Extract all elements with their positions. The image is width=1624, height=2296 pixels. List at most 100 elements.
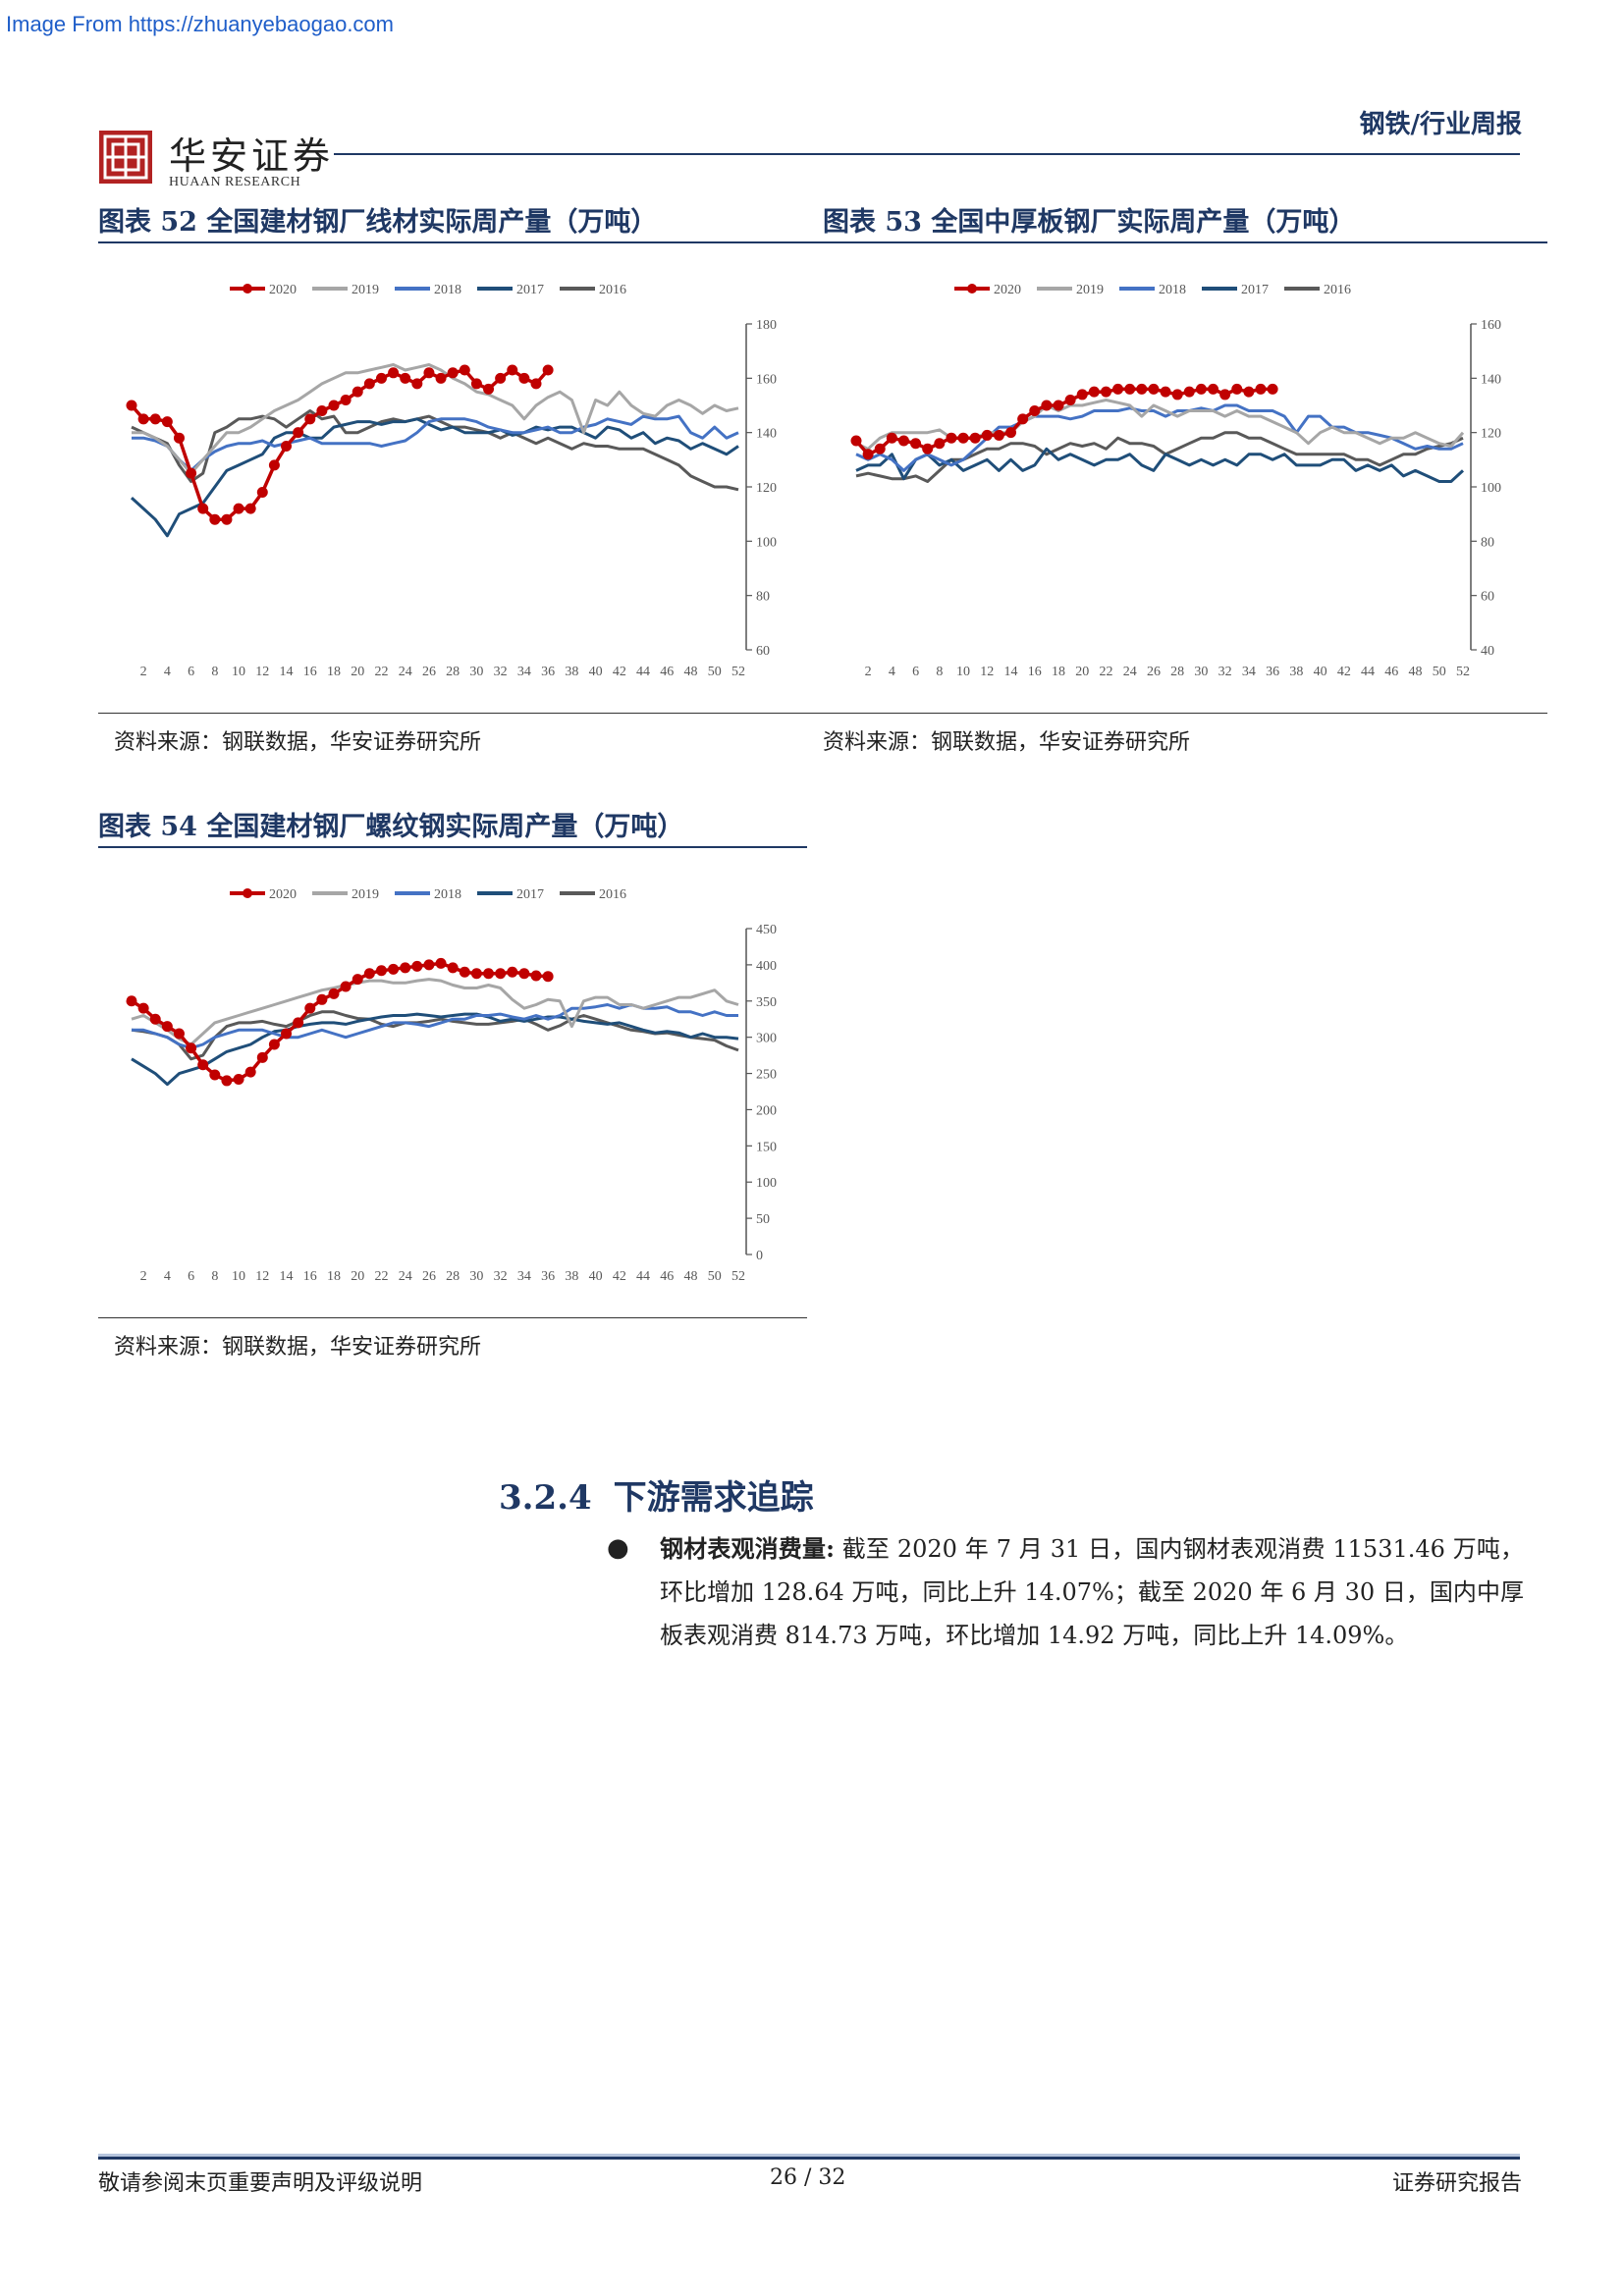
y-tick-label: 450 xyxy=(756,923,777,937)
data-point-2020 xyxy=(530,970,542,982)
x-tick-label: 24 xyxy=(399,665,412,679)
x-tick-label: 4 xyxy=(889,665,895,679)
data-point-2020 xyxy=(470,968,482,980)
y-tick-label: 350 xyxy=(756,995,777,1010)
section-heading: 3.2.4 下游需求追踪 xyxy=(499,1470,814,1519)
x-tick-label: 4 xyxy=(164,1269,171,1284)
legend-label-2020: 2020 xyxy=(269,887,297,902)
bullet-body: 截至 2020 年 7 月 31 日，国内钢材表观消费 11531.46 万吨，… xyxy=(660,1535,1525,1649)
x-tick-label: 30 xyxy=(469,665,483,679)
data-point-2020 xyxy=(233,503,244,514)
legend-item-2017: 2017 xyxy=(477,887,544,902)
data-point-2020 xyxy=(411,960,423,972)
data-point-2020 xyxy=(969,432,981,444)
data-point-2020 xyxy=(1160,386,1171,398)
data-point-2020 xyxy=(256,1051,268,1063)
series-line-2016 xyxy=(855,431,1464,483)
x-tick-label: 40 xyxy=(1314,665,1327,679)
data-point-2020 xyxy=(328,400,340,411)
x-tick-label: 40 xyxy=(589,1269,603,1284)
x-tick-label: 50 xyxy=(708,665,722,679)
x-tick-label: 32 xyxy=(494,665,508,679)
y-tick-label: 100 xyxy=(756,1176,777,1191)
y-tick-label: 60 xyxy=(1481,590,1494,605)
x-tick-label: 20 xyxy=(351,665,364,679)
x-tick-label: 24 xyxy=(1123,665,1137,679)
data-point-2020 xyxy=(233,1073,244,1085)
chart-53-source: 资料来源：钢联数据，华安证券研究所 xyxy=(823,730,1191,755)
legend-label-2019: 2019 xyxy=(352,283,379,297)
x-tick-label: 8 xyxy=(936,665,943,679)
x-tick-label: 38 xyxy=(1289,665,1303,679)
legend-item-2018: 2018 xyxy=(395,887,461,902)
x-tick-label: 32 xyxy=(494,1269,508,1284)
legend-label-2018: 2018 xyxy=(1159,283,1186,297)
data-point-2020 xyxy=(1005,427,1017,439)
data-point-2020 xyxy=(542,364,554,376)
x-tick-label: 34 xyxy=(517,665,531,679)
x-tick-label: 38 xyxy=(565,1269,578,1284)
legend-label-2017: 2017 xyxy=(516,283,544,297)
x-tick-label: 18 xyxy=(327,665,341,679)
y-tick-label: 100 xyxy=(756,535,777,550)
y-tick-label: 120 xyxy=(1481,427,1501,442)
section-title: 下游需求追踪 xyxy=(613,1478,814,1518)
series-line-2017 xyxy=(855,447,1465,483)
x-tick-label: 40 xyxy=(589,665,603,679)
chart-52: 2020 2019 2018 2017 201660801001201401601802… xyxy=(126,283,777,679)
chart-53-title: 图表 53 全国中厚板钢厂实际周产量（万吨） xyxy=(823,207,1356,238)
data-point-2020 xyxy=(352,386,363,398)
y-tick-label: 180 xyxy=(756,318,777,333)
legend-label-2020: 2020 xyxy=(994,283,1021,297)
data-point-2020 xyxy=(1183,386,1195,398)
x-tick-label: 28 xyxy=(446,665,460,679)
legend-item-2020: 2020 xyxy=(230,283,297,297)
x-tick-label: 52 xyxy=(1456,665,1470,679)
footer-report-type: 证券研究报告 xyxy=(1391,2171,1522,2196)
data-point-2020 xyxy=(1195,383,1207,395)
x-tick-label: 52 xyxy=(731,1269,745,1284)
x-tick-label: 8 xyxy=(211,665,218,679)
data-point-2020 xyxy=(400,962,411,974)
data-point-2020 xyxy=(447,962,459,974)
legend-label-2017: 2017 xyxy=(1241,283,1269,297)
x-tick-label: 6 xyxy=(188,665,194,679)
data-point-2020 xyxy=(352,974,363,986)
data-point-2020 xyxy=(388,963,400,975)
x-tick-label: 12 xyxy=(255,1269,269,1284)
data-point-2020 xyxy=(388,367,400,379)
data-point-2020 xyxy=(483,968,495,980)
brand-name-en: HUAAN RESEARCH xyxy=(169,175,301,189)
x-tick-label: 12 xyxy=(980,665,994,679)
data-point-2020 xyxy=(209,1069,221,1081)
data-point-2020 xyxy=(542,971,554,983)
x-tick-label: 2 xyxy=(865,665,872,679)
header-rule xyxy=(334,153,1520,155)
legend-item-2016: 2016 xyxy=(560,283,626,297)
x-tick-label: 14 xyxy=(280,665,294,679)
data-point-2020 xyxy=(1171,389,1183,400)
data-point-2020 xyxy=(363,378,375,390)
x-tick-label: 20 xyxy=(1075,665,1089,679)
legend-item-2016: 2016 xyxy=(1284,283,1351,297)
y-tick-label: 250 xyxy=(756,1068,777,1083)
huaan-logo-icon xyxy=(99,131,152,184)
data-point-2020 xyxy=(934,438,946,450)
data-point-2020 xyxy=(1136,383,1148,395)
document-type: 钢铁/行业周报 xyxy=(1359,110,1523,139)
data-point-2020 xyxy=(1267,383,1278,395)
data-point-2020 xyxy=(293,427,304,439)
page-number: 26 / 32 xyxy=(770,2165,846,2190)
x-tick-label: 42 xyxy=(1337,665,1351,679)
x-tick-label: 26 xyxy=(422,665,436,679)
x-tick-label: 18 xyxy=(1052,665,1065,679)
bullet-paragraph: 钢材表观消费量: 截至 2020 年 7 月 31 日，国内钢材表观消费 115… xyxy=(660,1527,1524,1657)
y-tick-label: 300 xyxy=(756,1032,777,1046)
y-tick-label: 50 xyxy=(756,1212,770,1227)
legend-label-2017: 2017 xyxy=(516,887,544,902)
watermark-link[interactable]: Image From https://zhuanyebaogao.com xyxy=(6,12,394,36)
data-point-2020 xyxy=(1219,389,1231,400)
x-tick-label: 46 xyxy=(660,665,674,679)
data-point-2020 xyxy=(1088,386,1100,398)
data-point-2020 xyxy=(1231,383,1243,395)
